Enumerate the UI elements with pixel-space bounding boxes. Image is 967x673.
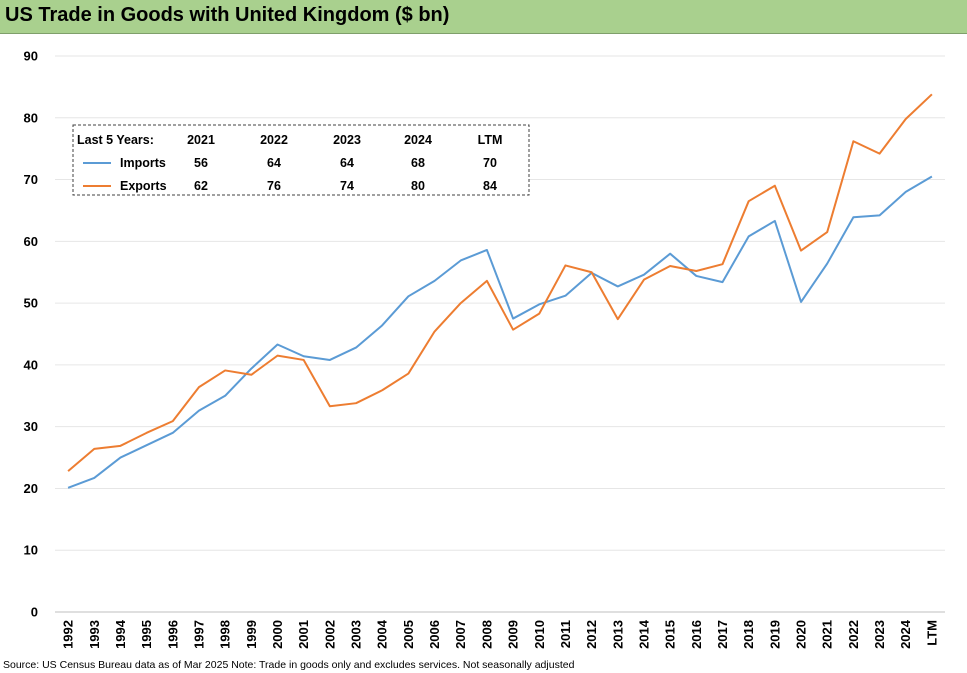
legend-label: Exports [120, 179, 167, 193]
table-cell: 76 [267, 179, 281, 193]
x-tick-label: 2001 [296, 620, 311, 649]
x-tick-label: 1997 [191, 620, 206, 649]
table-cell: 84 [483, 179, 497, 193]
table-column-header: 2024 [404, 133, 432, 147]
x-tick-label: 1994 [113, 619, 128, 649]
x-tick-label: 2018 [741, 620, 756, 649]
x-tick-label: 1993 [87, 620, 102, 649]
y-tick-label: 40 [24, 357, 38, 372]
table-cell: 74 [340, 179, 354, 193]
x-tick-label: 2014 [636, 619, 651, 649]
x-tick-label: 2012 [584, 620, 599, 649]
y-tick-label: 20 [24, 481, 38, 496]
table-header-label: Last 5 Years: [77, 133, 154, 147]
x-tick-label: 1999 [244, 620, 259, 649]
y-tick-label: 10 [24, 543, 38, 558]
x-tick-label: 2015 [663, 620, 678, 649]
x-tick-label: 2017 [715, 620, 730, 649]
table-cell: 64 [340, 156, 354, 170]
y-tick-label: 0 [31, 605, 38, 620]
x-tick-label: 1996 [165, 620, 180, 649]
table-column-header: 2022 [260, 133, 288, 147]
y-tick-label: 60 [24, 234, 38, 249]
table-cell: 80 [411, 179, 425, 193]
table-cell: 70 [483, 156, 497, 170]
last-five-years-table: Last 5 Years: 2021 2022 2023 2024 LTM Imports 5… [72, 124, 530, 196]
legend-label: Imports [120, 156, 166, 170]
x-tick-label: 2007 [453, 620, 468, 649]
series-line-imports [67, 175, 933, 489]
chart-title: US Trade in Goods with United Kingdom ($… [5, 4, 450, 26]
x-tick-label: 2006 [427, 620, 442, 649]
x-tick-label: 2013 [610, 620, 625, 649]
y-tick-label: 70 [24, 172, 38, 187]
table-column-header: LTM [478, 133, 503, 147]
x-tick-label: 2002 [322, 620, 337, 649]
x-tick-label: 1992 [61, 620, 76, 649]
y-tick-label: 80 [24, 110, 38, 125]
x-tick-label: 2003 [349, 620, 364, 649]
x-tick-label: 2024 [898, 619, 913, 649]
y-tick-label: 50 [24, 296, 38, 311]
series-lines [67, 93, 933, 489]
title-bar: US Trade in Goods with United Kingdom ($… [0, 0, 967, 34]
series-line-exports [67, 93, 933, 472]
table-cell: 62 [194, 179, 208, 193]
table-border [72, 124, 530, 196]
x-tick-label: 2022 [846, 620, 861, 649]
x-tick-label: 2019 [767, 620, 782, 649]
table-cell: 56 [194, 156, 208, 170]
table-cell: 68 [411, 156, 425, 170]
x-tick-label: 2016 [689, 620, 704, 649]
table-column-header: 2021 [187, 133, 215, 147]
x-tick-label: 1998 [218, 620, 233, 649]
x-tick-label: 2021 [820, 620, 835, 649]
x-tick-label: 2023 [872, 620, 887, 649]
y-tick-label: 30 [24, 419, 38, 434]
table-column-header: 2023 [333, 133, 361, 147]
x-tick-label: 2005 [401, 620, 416, 649]
x-tick-label: 2000 [270, 620, 285, 649]
x-tick-label: 1995 [139, 620, 154, 649]
x-tick-label: 2010 [532, 620, 547, 649]
source-note: Source: US Census Bureau data as of Mar … [3, 659, 575, 671]
x-axis: 1992 1993 1994 1995 1996 1997 1998 1999 2000 2001… [61, 619, 940, 649]
gridlines [55, 55, 945, 613]
y-tick-label: 90 [24, 49, 38, 64]
line-chart: 0 10 20 30 40 50 60 70 80 90 1992 1993 1994 1995 1996… [24, 49, 945, 649]
x-tick-label: 2011 [558, 620, 573, 648]
y-axis: 0 10 20 30 40 50 60 70 80 90 [24, 49, 38, 620]
x-tick-label: 2009 [506, 620, 521, 649]
table-cell: 64 [267, 156, 281, 170]
x-tick-label: LTM [924, 620, 939, 646]
x-tick-label: 2020 [794, 620, 809, 649]
x-tick-label: 2008 [479, 620, 494, 649]
x-tick-label: 2004 [375, 619, 390, 649]
